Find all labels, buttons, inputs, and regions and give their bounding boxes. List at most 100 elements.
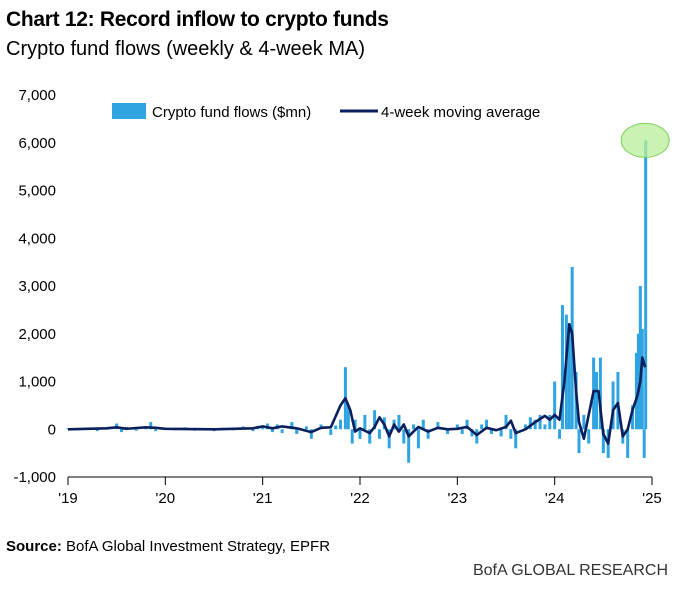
flow-bar [368, 429, 372, 444]
flow-bar [640, 328, 644, 430]
flow-bar [509, 429, 513, 439]
flow-bar [290, 422, 294, 430]
flow-bar [304, 426, 308, 430]
flow-bar [558, 429, 562, 439]
x-tick-label: '23 [448, 490, 468, 507]
y-tick-label: 4,000 [18, 230, 56, 247]
flow-bar [470, 429, 474, 437]
flow-bar [489, 429, 493, 435]
flow-bar [523, 424, 527, 430]
flow-bar [334, 425, 338, 430]
flow-bar [460, 429, 464, 435]
flow-bar [339, 419, 343, 430]
brand-footer: BofA GLOBAL RESEARCH [472, 562, 668, 579]
flow-bar [626, 429, 630, 458]
flow-bar [309, 429, 313, 439]
flow-bar [611, 381, 615, 430]
flow-bar [543, 424, 547, 430]
flow-bar [412, 424, 416, 430]
flow-bar [295, 429, 299, 435]
y-tick-label: 2,000 [18, 326, 56, 343]
flow-bar [329, 429, 333, 435]
flow-bar [560, 305, 564, 430]
chart-plot: -1,000 0 1,000 2,000 3,000 4,000 5,000 6,000 7,0… [13, 87, 670, 507]
flow-bar [577, 429, 581, 454]
chart-subtitle: Crypto fund flows (weekly & 4-week MA) [6, 38, 366, 60]
flow-bar [514, 429, 518, 449]
source-label: Source: [6, 538, 62, 555]
x-tick-label: '24 [545, 490, 565, 507]
flow-bar [373, 410, 377, 430]
flow-bar [377, 429, 381, 439]
flow-bar [504, 414, 508, 430]
flow-bar [144, 428, 148, 430]
legend-label-line: 4-week moving average [381, 104, 540, 121]
x-tick-label: '25 [642, 490, 662, 507]
flow-bar [642, 429, 646, 458]
flow-bar [636, 333, 640, 430]
flow-bar [480, 424, 484, 430]
flow-bar [120, 429, 124, 433]
flow-bar [499, 429, 503, 437]
flow-bar [582, 414, 586, 430]
flow-bar [567, 324, 571, 430]
flow-bar [436, 422, 440, 430]
flow-bar [134, 429, 138, 431]
legend-label-bars: Crypto fund flows ($mn) [152, 104, 311, 121]
flow-bar [528, 417, 532, 430]
flow-bar [616, 371, 620, 430]
flow-bar [407, 429, 411, 463]
flow-bar [538, 414, 542, 430]
x-tick-label: '22 [350, 490, 370, 507]
source-note: Source: BofA Global Investment Strategy,… [6, 538, 330, 555]
flow-bar [353, 419, 357, 430]
flow-bar [387, 429, 391, 449]
ma-line [67, 322, 647, 445]
flow-bar [426, 429, 430, 439]
chart-title: Chart 12: Record inflow to crypto funds [6, 8, 389, 31]
flow-bar [548, 414, 552, 430]
flow-bar [149, 422, 153, 430]
flow-bar [421, 419, 425, 430]
y-tick-label: 6,000 [18, 135, 56, 152]
flow-bar [346, 405, 350, 430]
flow-bar [416, 429, 420, 449]
x-tick-label: '20 [156, 490, 176, 507]
legend-swatch-bars [112, 103, 146, 119]
y-tick-label: 3,000 [18, 278, 56, 295]
flow-bar [587, 429, 591, 444]
flow-bar [402, 429, 406, 444]
flow-bar [397, 414, 401, 430]
y-tick-label: 0 [48, 421, 56, 438]
y-tick-label: 7,000 [18, 87, 56, 104]
flow-bar [595, 371, 599, 430]
flow-bar [598, 357, 602, 430]
flow-bar [95, 429, 99, 432]
flow-bar [363, 414, 367, 430]
flow-bar [634, 352, 638, 430]
flow-bar [631, 405, 635, 430]
y-tick-label: -1,000 [13, 469, 56, 486]
flow-bar [475, 429, 479, 444]
flow-bar [485, 419, 489, 430]
flow-bar [280, 429, 284, 434]
flow-bar [251, 429, 255, 432]
x-tick-label: '21 [253, 490, 273, 507]
flow-bar [533, 419, 537, 430]
flow-bar [446, 429, 450, 435]
flow-bar [358, 429, 362, 439]
y-tick-label: 1,000 [18, 374, 56, 391]
source-text: BofA Global Investment Strategy, EPFR [61, 538, 331, 555]
flow-bar [465, 419, 469, 430]
x-tick-label: '19 [58, 490, 78, 507]
flow-bar [601, 429, 605, 454]
flow-bar [270, 429, 274, 433]
flow-bar [154, 429, 158, 432]
flow-bar [638, 286, 642, 430]
highlight-marker [620, 122, 670, 158]
flow-bar [350, 429, 354, 444]
flow-bar [553, 381, 557, 430]
y-tick-label: 5,000 [18, 183, 56, 200]
flow-bar [455, 424, 459, 430]
flow-bar [644, 140, 648, 430]
